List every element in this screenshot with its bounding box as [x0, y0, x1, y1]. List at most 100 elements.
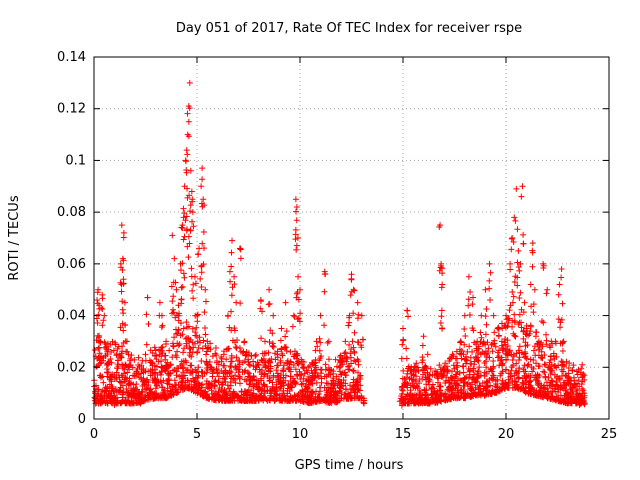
data-point [355, 311, 362, 318]
data-point [190, 223, 197, 230]
data-point [514, 282, 521, 289]
data-point [346, 366, 353, 373]
data-point [170, 293, 177, 300]
data-point [504, 342, 511, 349]
data-point [94, 297, 101, 304]
data-point [556, 376, 563, 383]
data-point [474, 338, 481, 345]
data-point [180, 369, 187, 376]
data-point [203, 298, 210, 305]
data-point [184, 185, 191, 192]
data-point [526, 330, 533, 337]
data-point [486, 354, 493, 361]
data-point [504, 337, 511, 344]
data-point [512, 217, 519, 224]
data-point [266, 338, 273, 345]
data-point [529, 263, 536, 270]
plot-frame [93, 56, 610, 420]
data-point [182, 158, 189, 165]
data-point [506, 307, 513, 314]
data-point [200, 196, 207, 203]
data-point [316, 335, 323, 342]
y-tick-label: 0.06 [57, 257, 86, 272]
data-point [509, 299, 516, 306]
data-point [437, 371, 444, 378]
data-point [487, 365, 494, 372]
data-point [254, 386, 261, 393]
data-point [515, 247, 522, 254]
data-point [325, 356, 332, 363]
data-point [483, 364, 490, 371]
data-point [220, 362, 227, 369]
data-point [96, 372, 103, 379]
data-point [531, 343, 538, 350]
y-tick-label: 0.04 [57, 309, 86, 324]
data-point [151, 344, 158, 351]
data-point [242, 388, 249, 395]
data-point [201, 245, 208, 252]
data-point [527, 281, 534, 288]
data-point [160, 387, 167, 394]
data-point [531, 286, 538, 293]
data-point [192, 340, 199, 347]
data-point [465, 296, 472, 303]
data-point [278, 345, 285, 352]
data-point [232, 379, 239, 386]
data-point [460, 369, 467, 376]
data-point [502, 350, 509, 357]
data-point [258, 357, 265, 364]
data-point [119, 298, 126, 305]
data-point [348, 276, 355, 283]
data-point [514, 226, 521, 233]
data-point [469, 376, 476, 383]
data-point [475, 368, 482, 375]
data-point [493, 387, 500, 394]
data-point [257, 393, 264, 400]
data-point [350, 344, 357, 351]
data-point [242, 367, 249, 374]
data-point [488, 375, 495, 382]
data-point [257, 298, 264, 305]
data-point [241, 339, 248, 346]
data-point [521, 362, 528, 369]
data-point [178, 296, 185, 303]
data-point [216, 384, 223, 391]
data-point [120, 280, 127, 287]
data-point [399, 375, 406, 382]
data-point [293, 246, 300, 253]
data-point [185, 133, 192, 140]
data-point [293, 208, 300, 215]
data-point [294, 235, 301, 241]
data-point [442, 360, 449, 367]
data-point [283, 328, 290, 335]
data-point [413, 373, 420, 380]
data-point [241, 358, 248, 365]
data-point [258, 390, 265, 397]
data-point [294, 393, 301, 400]
data-point [260, 373, 267, 380]
data-point [482, 331, 489, 338]
x-tick-label: 10 [292, 427, 309, 442]
data-point [228, 263, 235, 270]
data-point [478, 312, 485, 319]
data-point [266, 286, 273, 293]
data-point [523, 373, 530, 380]
data-point [440, 366, 447, 373]
data-point [350, 310, 357, 317]
data-point [513, 350, 520, 357]
data-point [106, 381, 113, 388]
x-tick-label: 5 [193, 427, 201, 442]
data-point [565, 381, 572, 388]
data-point [167, 361, 174, 368]
data-point [499, 360, 506, 367]
data-point [469, 301, 476, 308]
data-point [195, 381, 202, 388]
data-point [186, 352, 193, 359]
data-point [245, 373, 252, 380]
data-point [199, 165, 206, 172]
data-point [312, 362, 319, 369]
data-point [498, 356, 505, 363]
data-point [462, 391, 469, 398]
data-point [476, 382, 483, 389]
data-point [232, 372, 239, 379]
